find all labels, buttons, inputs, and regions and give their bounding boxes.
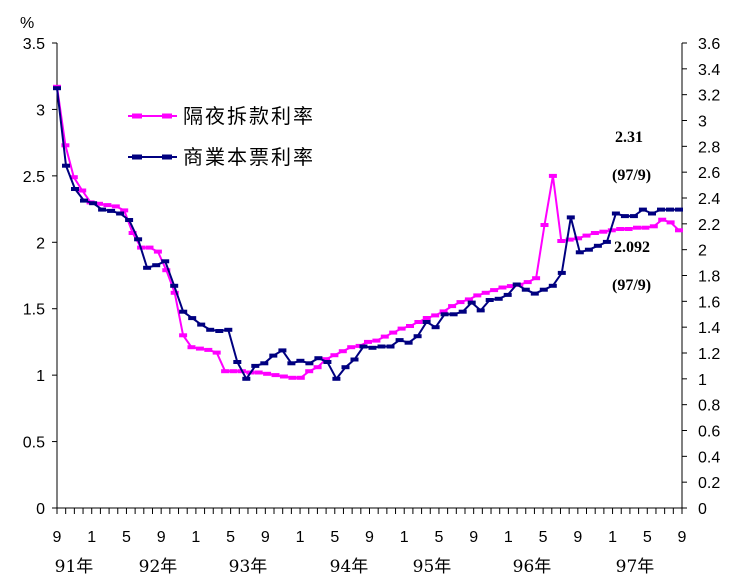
series-line-overnight xyxy=(56,86,680,379)
right-tick-label: 3.4 xyxy=(698,62,720,79)
left-tick-label: 3.5 xyxy=(23,36,45,53)
right-y-ticks: 0 0.2 0.4 0.6 0.8 1 1.2 1.4 1.6 1.8 2 2.2 2.4 2.6 2.8 3… xyxy=(682,36,720,518)
x-month-label: 9 xyxy=(573,529,582,546)
left-tick-label: 1.5 xyxy=(23,302,45,319)
x-month-label: 9 xyxy=(678,529,687,546)
x-month-label: 5 xyxy=(539,529,548,546)
x-month-label: 1 xyxy=(296,529,305,546)
right-tick-label: 3.6 xyxy=(698,36,720,53)
annotation-cp-date: (97/9) xyxy=(612,167,651,184)
x-month-label: 5 xyxy=(434,529,443,546)
right-tick-label: 2.2 xyxy=(698,217,720,234)
right-tick-label: 0.8 xyxy=(698,398,720,415)
legend-label-cp: 商業本票利率 xyxy=(183,145,315,169)
left-tick-label: 2 xyxy=(36,235,45,252)
series-layer xyxy=(53,84,683,381)
x-month-label: 9 xyxy=(157,529,166,546)
right-tick-label: 1.8 xyxy=(698,269,720,286)
right-tick-label: 1 xyxy=(698,372,707,389)
annotation-overnight-date: (97/9) xyxy=(612,277,651,294)
right-tick-label: 0.6 xyxy=(698,424,720,441)
right-tick-label: 2 xyxy=(698,243,707,260)
x-year-label: 94年 xyxy=(330,557,369,577)
left-tick-label: 1 xyxy=(36,368,45,385)
legend: 隔夜拆款利率 商業本票利率 xyxy=(128,104,315,169)
x-month-label: 5 xyxy=(226,529,235,546)
x-month-label: 5 xyxy=(643,529,652,546)
right-tick-label: 3 xyxy=(698,114,707,131)
x-month-label: 9 xyxy=(261,529,270,546)
x-year-label: 96年 xyxy=(513,557,552,577)
x-minor-ticks xyxy=(56,508,683,514)
x-year-label: 93年 xyxy=(229,557,268,577)
right-tick-label: 2.6 xyxy=(698,165,720,182)
right-tick-label: 3.2 xyxy=(698,88,720,105)
annotation-overnight-value: 2.092 xyxy=(614,239,650,256)
x-month-label: 5 xyxy=(122,529,131,546)
x-month-labels: 9 1 5 9 1 5 9 1 5 9 1 5 9 1 5 9 1 5 9 xyxy=(53,529,687,546)
x-month-label: 1 xyxy=(608,529,617,546)
unit-label: % xyxy=(20,15,34,32)
left-tick-label: 2.5 xyxy=(23,169,45,186)
right-tick-label: 1.6 xyxy=(698,294,720,311)
legend-item-overnight: 隔夜拆款利率 xyxy=(128,104,315,128)
legend-item-cp: 商業本票利率 xyxy=(128,145,315,169)
right-tick-label: 0 xyxy=(698,501,707,518)
right-tick-label: 0.4 xyxy=(698,449,720,466)
x-year-label: 95年 xyxy=(413,557,452,577)
right-tick-label: 1.4 xyxy=(698,320,720,337)
annotation-cp-value: 2.31 xyxy=(615,129,643,146)
x-month-label: 1 xyxy=(400,529,409,546)
x-month-label: 1 xyxy=(191,529,200,546)
x-month-label: 9 xyxy=(469,529,478,546)
series-line-cp xyxy=(56,88,679,381)
x-month-label: 1 xyxy=(87,529,96,546)
left-tick-label: 3 xyxy=(36,102,45,119)
x-year-label: 92年 xyxy=(139,557,178,577)
right-tick-label: 2.8 xyxy=(698,139,720,156)
right-tick-label: 0.2 xyxy=(698,475,720,492)
legend-label-overnight: 隔夜拆款利率 xyxy=(183,104,315,128)
x-month-label: 1 xyxy=(504,529,513,546)
x-month-label: 9 xyxy=(53,529,62,546)
x-month-label: 5 xyxy=(330,529,339,546)
right-tick-label: 2.4 xyxy=(698,191,720,208)
x-year-label: 91年 xyxy=(55,557,94,577)
left-tick-label: 0 xyxy=(36,501,45,518)
annotations: 2.31 (97/9) 2.092 (97/9) xyxy=(612,129,651,294)
left-tick-label: 0.5 xyxy=(23,435,45,452)
x-year-labels: 91年 92年 93年 94年 95年 96年 97年 xyxy=(55,557,655,577)
x-year-label: 97年 xyxy=(616,557,655,577)
left-y-ticks: 0 0.5 1 1.5 2 2.5 3 3.5 xyxy=(23,36,57,518)
x-month-label: 9 xyxy=(365,529,374,546)
right-tick-label: 1.2 xyxy=(698,346,720,363)
